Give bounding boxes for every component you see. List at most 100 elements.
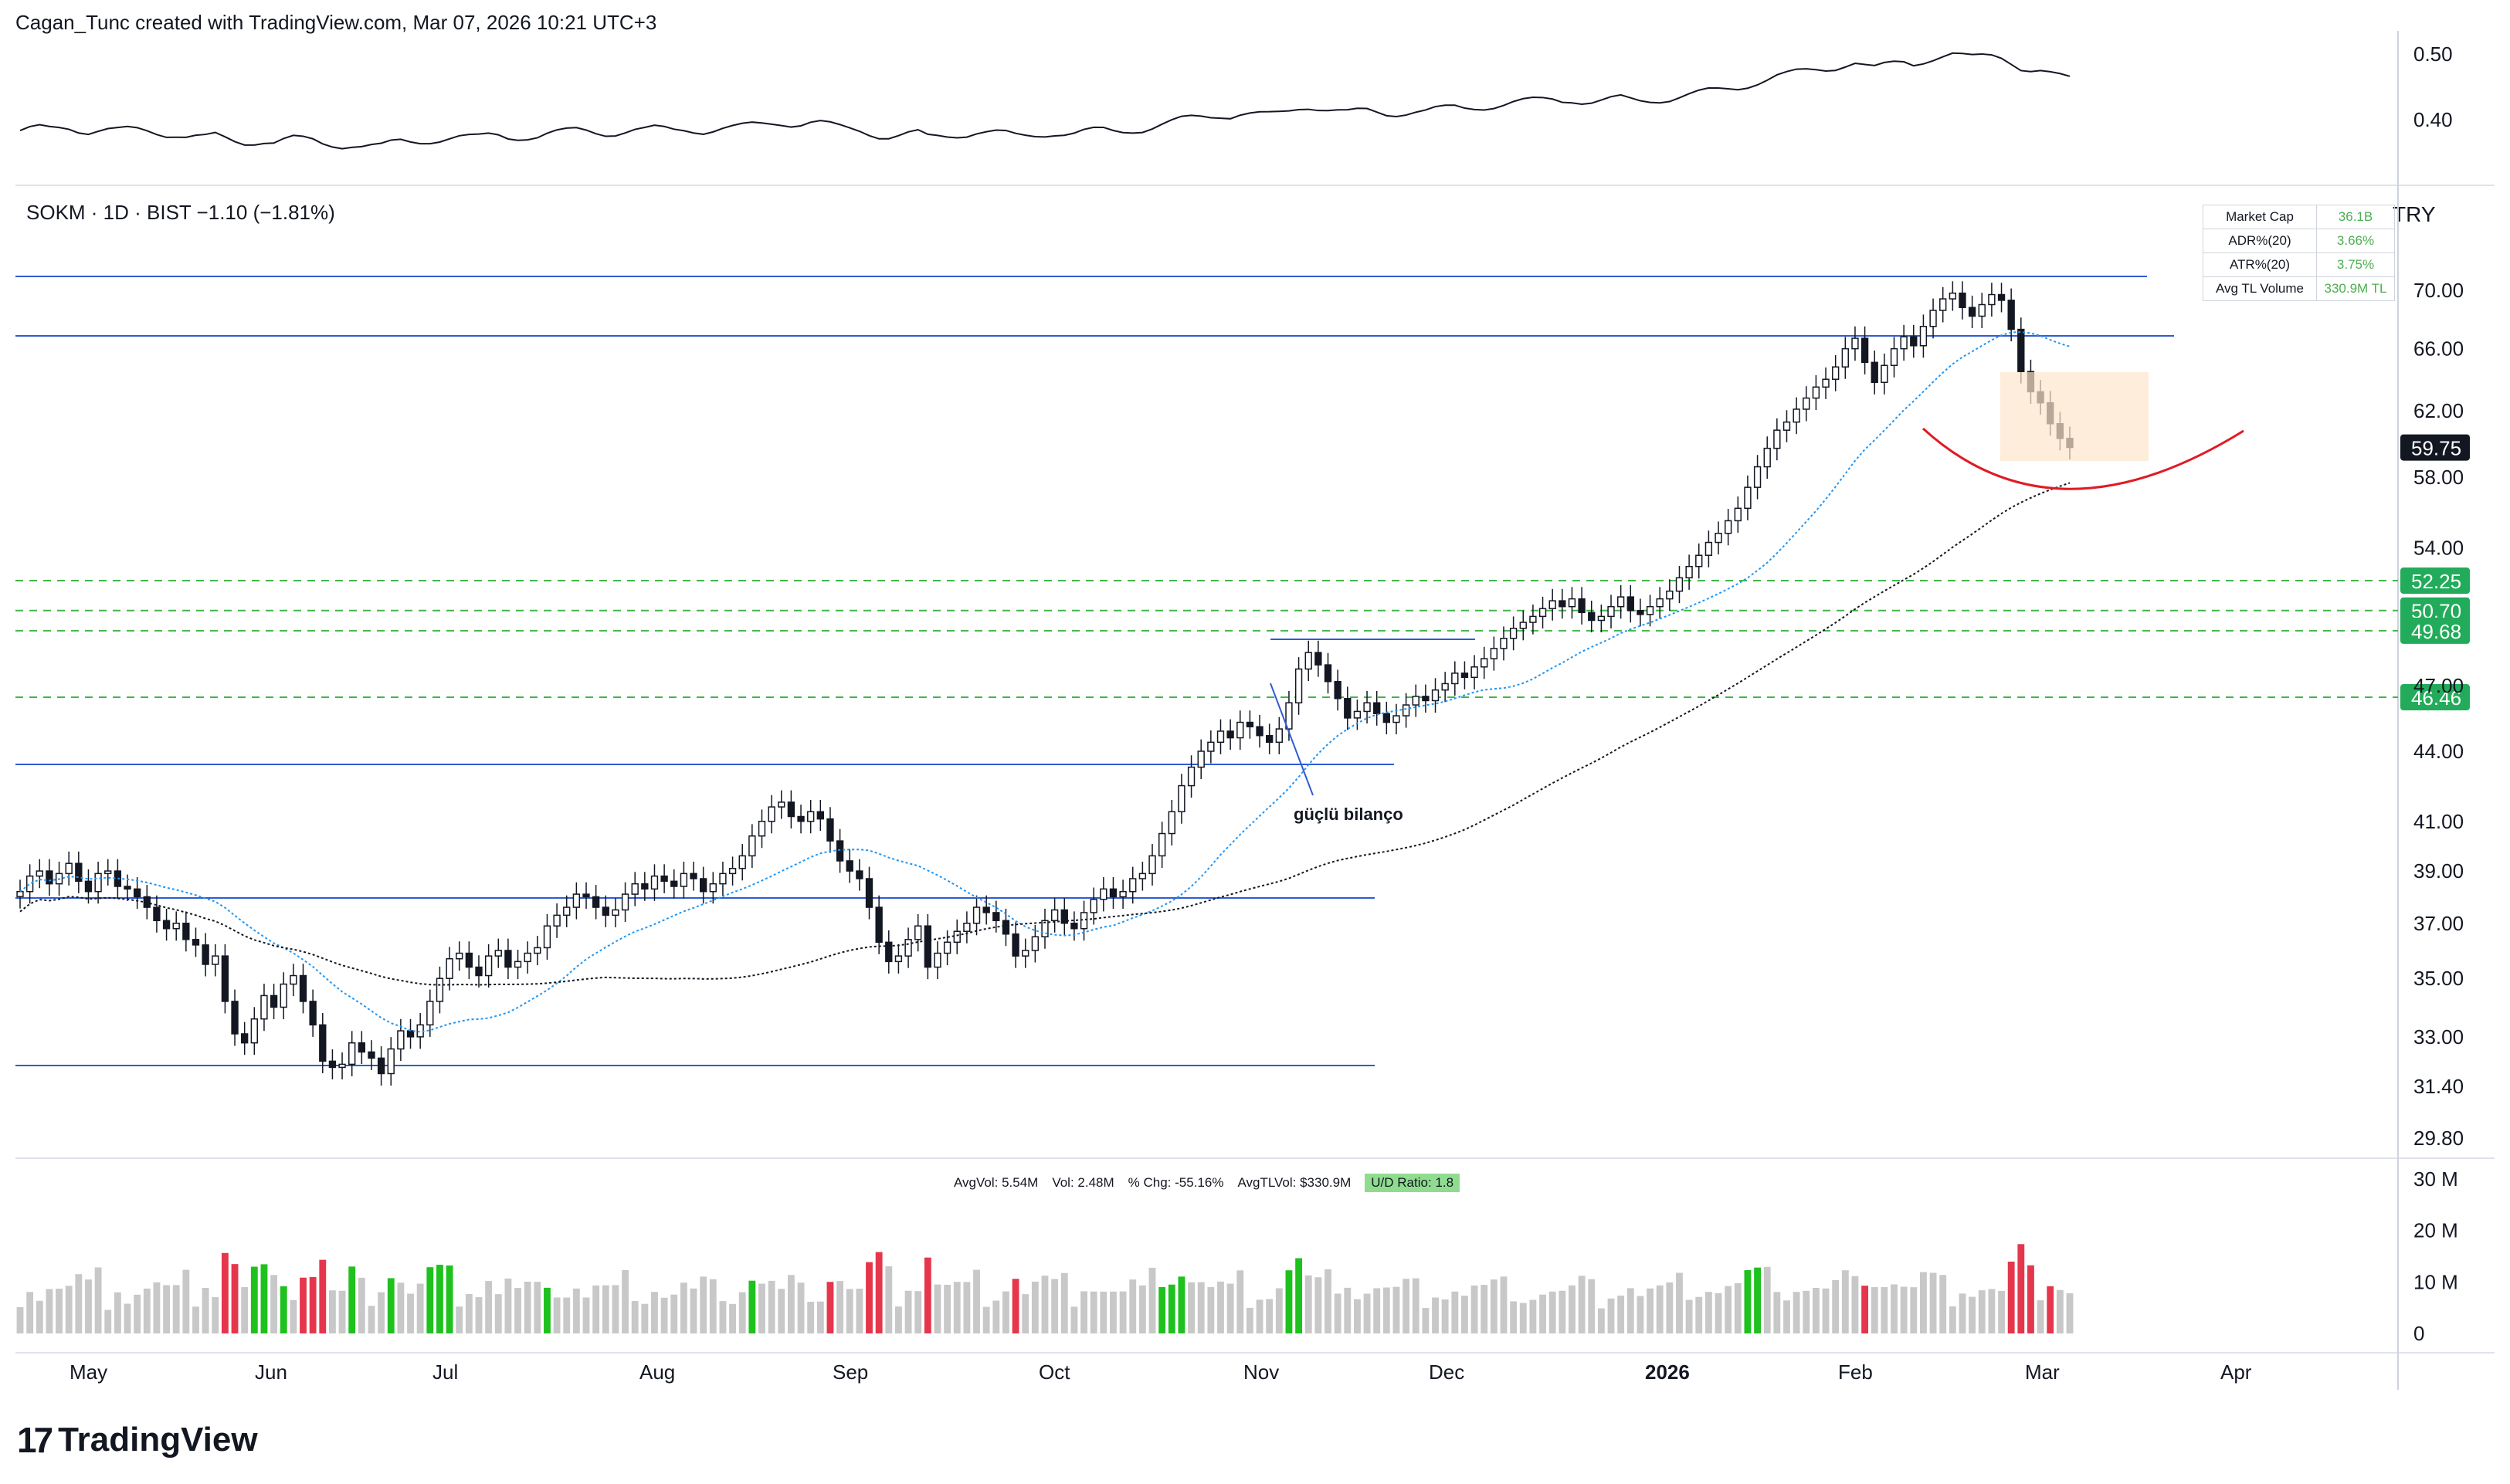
volume-bar — [221, 1252, 229, 1333]
candle-body — [670, 880, 678, 887]
candle-body — [846, 860, 853, 872]
volume-bar — [153, 1282, 161, 1333]
volume-bar — [1470, 1285, 1478, 1333]
candle-body — [1226, 730, 1234, 739]
volume-bar — [544, 1287, 551, 1333]
candle-body — [1314, 652, 1322, 666]
candle-body — [728, 868, 737, 875]
volume-bar — [2047, 1286, 2054, 1333]
candle-body — [1695, 554, 1703, 568]
candle-body — [816, 811, 824, 820]
candle-body — [1529, 615, 1537, 623]
volume-bar — [641, 1303, 649, 1333]
candle-body — [778, 801, 785, 808]
volume-bar — [465, 1293, 473, 1333]
candle-body — [621, 893, 629, 911]
candle-body — [1490, 648, 1498, 659]
volume-bar — [1988, 1289, 1996, 1333]
candle-body — [1392, 715, 1400, 723]
volume-bar — [1275, 1288, 1283, 1333]
candle-body — [1568, 598, 1576, 608]
volume-bar — [1481, 1285, 1488, 1333]
candle-body — [65, 862, 73, 875]
candle-body — [1178, 784, 1185, 813]
candle-body — [1050, 909, 1059, 922]
candle-body — [1841, 347, 1849, 368]
candle-body — [699, 878, 707, 893]
candle-body — [680, 872, 688, 887]
avg-tl-vol-stat: AvgTLVol: $330.9M — [1237, 1175, 1352, 1190]
volume-bar — [1051, 1279, 1059, 1333]
level-badge-label: 46.46 — [2411, 686, 2461, 710]
volume-bar — [1500, 1276, 1508, 1333]
candle-body — [250, 1018, 258, 1044]
volume-bar — [1461, 1296, 1468, 1333]
volume-bar — [1256, 1299, 1263, 1333]
volume-bar — [1129, 1279, 1137, 1333]
volume-bar — [46, 1289, 53, 1333]
volume-bar — [982, 1306, 990, 1333]
metrics-table: Market Cap 36.1B ADR%(20) 3.66% ATR%(20) 3.… — [2203, 205, 2395, 301]
volume-bar — [1490, 1279, 1498, 1333]
time-tick-label: Nov — [1243, 1360, 1279, 1384]
volume-bar — [1217, 1281, 1224, 1333]
candle-body — [1559, 600, 1566, 608]
candle-body — [1187, 766, 1196, 787]
volume-bar — [1676, 1272, 1683, 1333]
candle-body — [475, 966, 483, 977]
candle-body — [1246, 721, 1254, 727]
candle-body — [1500, 637, 1508, 649]
volume-bar — [700, 1276, 707, 1333]
candle-body — [1871, 361, 1878, 383]
candle-body — [1197, 750, 1205, 768]
candle-body — [182, 923, 190, 940]
candle-body — [758, 821, 766, 837]
volume-bar — [1647, 1288, 1654, 1333]
volume-bar — [300, 1277, 307, 1333]
volume-bar — [124, 1303, 131, 1333]
volume-bar — [192, 1306, 199, 1333]
volume-bar — [1197, 1282, 1205, 1333]
candle-body — [1441, 683, 1449, 691]
price-tick-label: 41.00 — [2413, 810, 2464, 833]
candle-body — [104, 870, 112, 875]
candle-body — [1002, 920, 1010, 935]
volume-bar — [973, 1269, 980, 1333]
volume-bar — [904, 1290, 912, 1333]
volume-bar — [85, 1279, 92, 1333]
volume-bar — [1304, 1275, 1312, 1333]
volume-bar — [758, 1283, 765, 1333]
volume-bar — [397, 1282, 405, 1333]
price-tick-label: 35.00 — [2413, 967, 2464, 990]
time-tick-label: May — [70, 1360, 107, 1384]
tradingview-brand[interactable]: 17 TradingView — [17, 1419, 258, 1461]
candle-body — [1851, 337, 1859, 350]
candle-body — [1704, 541, 1713, 556]
volume-stats: AvgVol: 5.54M Vol: 2.48M % Chg: -55.16% … — [954, 1174, 1460, 1192]
volume-bar — [485, 1281, 493, 1333]
volume-bar — [1998, 1290, 2005, 1333]
metrics-row: ATR%(20) 3.75% — [2203, 252, 2395, 277]
volume-bar — [1978, 1290, 1986, 1333]
candle-body — [1451, 673, 1459, 685]
candle-body — [260, 994, 268, 1020]
volume-bar — [280, 1286, 287, 1333]
candle-body — [387, 1048, 395, 1075]
candle-body — [660, 875, 668, 883]
volume-tick-label: 20 M — [2413, 1219, 2458, 1242]
volume-bar — [250, 1266, 258, 1333]
candle-body — [1578, 598, 1586, 614]
avgvol-stat: AvgVol: 5.54M — [954, 1175, 1039, 1190]
symbol-info[interactable]: SOKM · 1D · BIST −1.10 (−1.81%) — [26, 201, 335, 224]
time-tick-label: 2026 — [1645, 1360, 1690, 1384]
volume-bar — [826, 1282, 834, 1333]
ma-line — [19, 331, 2071, 1033]
volume-bar — [1685, 1299, 1693, 1333]
volume-bar — [1783, 1300, 1790, 1333]
volume-bar — [944, 1284, 951, 1333]
currency-label[interactable]: TRY — [2393, 202, 2436, 226]
candle-body — [25, 875, 34, 893]
price-tick-label: 66.00 — [2413, 337, 2464, 361]
volume-bar — [1353, 1299, 1361, 1333]
